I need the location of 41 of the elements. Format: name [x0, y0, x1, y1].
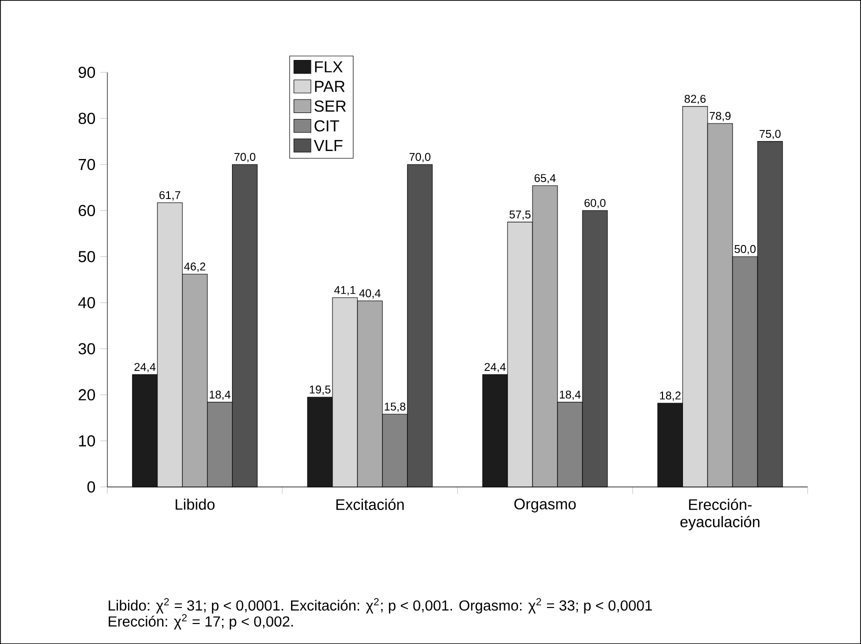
y-tick-label: 50: [78, 250, 96, 262]
y-tick-label: 30: [78, 343, 96, 354]
data-label: 18,2: [660, 391, 681, 401]
y-tick-label: 70: [78, 158, 96, 170]
data-label: 78,9: [710, 112, 731, 122]
data-label: 75,0: [760, 130, 781, 140]
legend-label: CIT: [314, 120, 340, 132]
y-tick-label: 90: [78, 66, 96, 78]
x-tick-label: Orgasmo: [514, 498, 576, 512]
x-tick-label: Libido: [176, 498, 215, 510]
y-tick-label: 20: [78, 389, 96, 400]
data-label: 50,0: [734, 244, 756, 254]
data-label: 82,6: [684, 94, 706, 104]
data-label: 24,4: [134, 362, 156, 372]
data-label: 61,7: [159, 191, 180, 200]
data-label: 19,5: [310, 385, 330, 395]
text: Libido: χ$^{2}$ = 31; p < 0,0001. Excitación: χ$^{2}$; p < 0,001. Orgasmo: χ$^{2}$ = 33; p < 0,0001: [108, 598, 652, 614]
data-label: 18,4: [560, 390, 581, 400]
data-label: 65,4: [534, 174, 556, 184]
data-label: 46,2: [184, 262, 206, 272]
data-label: 70,0: [234, 152, 256, 162]
data-label: 60,0: [584, 198, 606, 208]
y-tick-label: 40: [78, 296, 96, 308]
y-tick-label: 10: [79, 435, 96, 446]
y-tick-label: 80: [78, 112, 96, 124]
legend-label: PAR: [315, 80, 345, 92]
legend-label: FLX: [315, 61, 343, 72]
text: Erección: χ$^{2}$ = 17; p < 0,002.: [108, 614, 293, 630]
y-tick-label: 0: [87, 481, 96, 492]
y-tick-label: 60: [78, 204, 96, 216]
data-label: 70,0: [409, 152, 430, 162]
legend-label: VLF: [314, 140, 342, 151]
data-label: 41,1: [334, 286, 356, 296]
data-label: 18,4: [210, 390, 230, 400]
x-tick-label: Excitación: [336, 498, 404, 510]
legend-label: SER: [314, 100, 346, 112]
data-label: 15,8: [384, 402, 406, 412]
x-tick-label: Erección-eyaculación: [680, 498, 760, 530]
data-label: 57,5: [510, 210, 531, 220]
data-label: 24,4: [484, 362, 506, 372]
data-label: 40,4: [359, 289, 381, 298]
